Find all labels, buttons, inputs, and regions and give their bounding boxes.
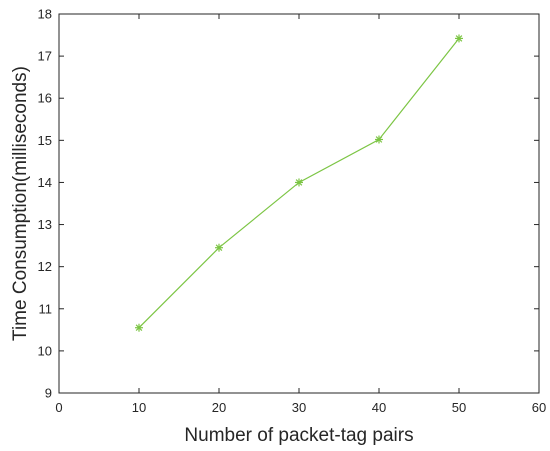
y-tick-label: 10 [38, 343, 52, 358]
x-tick-label: 40 [372, 400, 386, 415]
data-point-marker [215, 243, 223, 252]
y-tick-label: 9 [45, 386, 52, 401]
y-axis-label: Time Consumption(milliseconds) [10, 66, 31, 341]
data-point-marker [295, 178, 303, 187]
x-tick-label: 10 [132, 400, 146, 415]
y-tick-label: 18 [38, 7, 52, 22]
x-tick-label: 20 [212, 400, 226, 415]
y-tick-label: 17 [38, 49, 52, 64]
y-axis-ticks: 9 10 11 12 13 14 15 16 17 18 [38, 7, 539, 401]
series-layer [135, 34, 463, 332]
data-point-marker [135, 323, 143, 332]
x-tick-label: 50 [452, 400, 466, 415]
y-tick-label: 13 [38, 217, 52, 232]
y-tick-label: 11 [39, 301, 53, 316]
y-tick-label: 16 [38, 91, 52, 106]
x-tick-label: 0 [55, 400, 62, 415]
x-axis-label: Number of packet-tag pairs [184, 425, 413, 446]
x-axis-ticks: 0 10 20 30 40 50 60 [55, 14, 546, 415]
y-tick-label: 15 [38, 133, 52, 148]
plot-area [58, 13, 540, 394]
x-tick-label: 30 [292, 400, 306, 415]
data-point-marker [375, 135, 383, 144]
data-point-marker [455, 34, 463, 43]
y-tick-label: 14 [38, 175, 52, 190]
y-tick-label: 12 [38, 259, 52, 274]
x-tick-label: 60 [532, 400, 546, 415]
